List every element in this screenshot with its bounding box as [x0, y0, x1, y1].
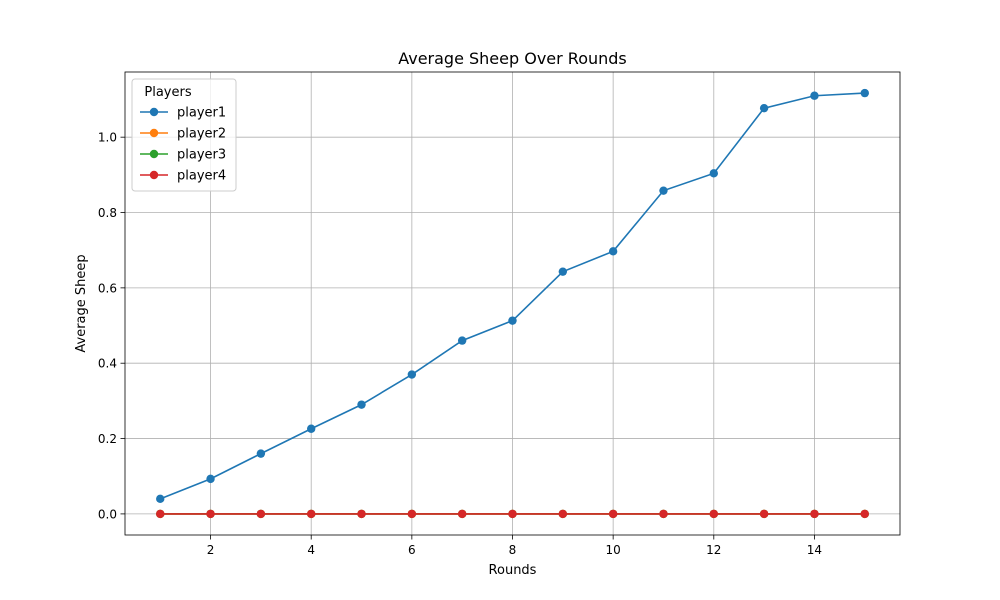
- data-point-player4: [407, 509, 417, 519]
- legend-swatch-marker: [149, 128, 159, 138]
- data-point-player4: [558, 509, 568, 519]
- legend-label-player1: player1: [177, 106, 226, 121]
- data-point-player4: [256, 509, 266, 519]
- legend-swatch-marker: [149, 107, 159, 117]
- data-point-player4: [357, 509, 366, 519]
- data-point-player4: [508, 509, 517, 519]
- chart-title: Average Sheep Over Rounds: [398, 49, 627, 68]
- data-point-player1: [508, 316, 517, 325]
- data-point-player1: [307, 424, 316, 433]
- x-tick-label: 14: [807, 543, 822, 557]
- x-tick-label: 4: [307, 543, 315, 557]
- data-point-player1: [860, 88, 869, 98]
- data-point-player4: [457, 509, 467, 519]
- data-point-player1: [407, 370, 417, 379]
- data-point-player1: [457, 336, 467, 345]
- legend-label-player4: player4: [177, 169, 226, 184]
- data-point-player1: [810, 91, 819, 100]
- y-tick-label: 0.2: [98, 432, 117, 446]
- x-tick-label: 8: [509, 543, 517, 557]
- legend-swatch-marker: [149, 170, 159, 180]
- data-point-player1: [357, 400, 366, 409]
- data-point-player4: [759, 509, 769, 519]
- legend-label-player3: player3: [177, 148, 226, 163]
- legend-title: Players: [144, 85, 191, 100]
- data-point-player4: [810, 509, 819, 519]
- data-point-player4: [659, 509, 668, 519]
- data-point-player1: [206, 474, 215, 484]
- axis-ticks: 2 4 6 8 10 12 14 0.0 0.2 0.4 0.6 0.8 1.0: [98, 131, 822, 557]
- legend-swatch-marker: [149, 149, 159, 159]
- x-tick-label: 12: [706, 543, 721, 557]
- series-lines: [156, 88, 869, 519]
- x-tick-label: 6: [408, 543, 416, 557]
- y-tick-label: 0.4: [98, 357, 117, 371]
- data-point-player1: [759, 103, 769, 113]
- data-point-player4: [156, 509, 165, 519]
- data-point-player1: [156, 494, 165, 504]
- y-axis-label: Average Sheep: [74, 254, 89, 352]
- data-point-player1: [558, 267, 568, 276]
- legend: Players player1 player2 player3 player4: [131, 78, 237, 192]
- x-axis-label: Rounds: [489, 563, 537, 578]
- legend-label-player2: player2: [177, 127, 226, 142]
- x-tick-label: 2: [207, 543, 215, 557]
- y-tick-label: 0.0: [98, 507, 117, 521]
- data-point-player4: [860, 509, 869, 519]
- data-point-player1: [608, 247, 618, 256]
- legend-box: [131, 78, 237, 192]
- data-point-player1: [256, 449, 266, 458]
- data-point-player4: [206, 509, 215, 519]
- data-point-player1: [659, 186, 668, 195]
- y-tick-label: 1.0: [98, 131, 117, 145]
- y-tick-label: 0.6: [98, 281, 117, 295]
- data-point-player4: [307, 509, 316, 519]
- data-point-player1: [709, 169, 718, 178]
- y-tick-label: 0.8: [98, 206, 117, 220]
- data-point-player4: [709, 509, 718, 519]
- data-point-player4: [608, 509, 618, 519]
- x-tick-label: 10: [606, 543, 621, 557]
